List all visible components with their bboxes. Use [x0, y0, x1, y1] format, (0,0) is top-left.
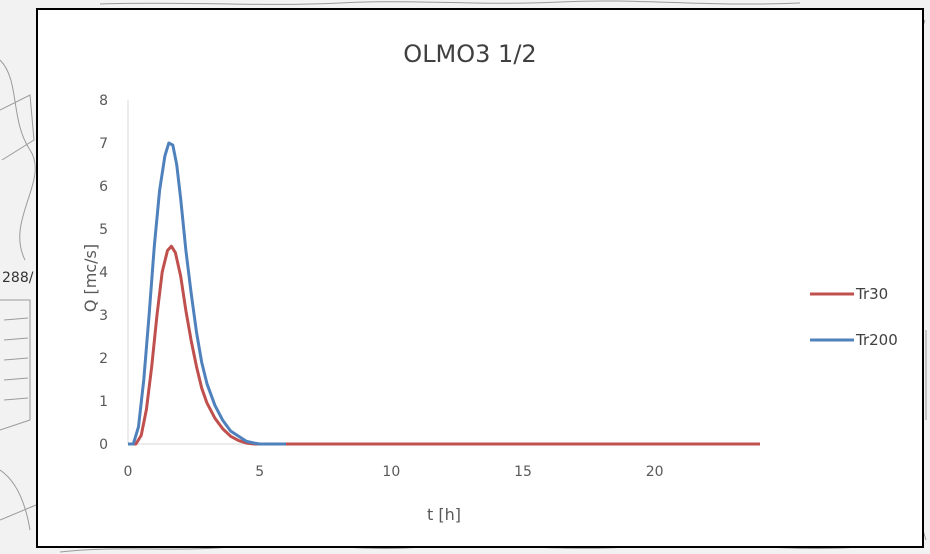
y-tick-labels: 0 1 2 3 4 5 6 7 8: [99, 93, 108, 453]
legend-label-tr200: Tr200: [855, 331, 898, 349]
y-tick-label: 2: [99, 351, 108, 367]
y-axis-title: Q [mc/s]: [81, 244, 100, 312]
x-tick-labels: 0 5 10 15 20: [124, 464, 664, 480]
chart-svg: OLMO3 1/2 0 1 2 3 4 5 6 7 8 0 5 10 15 20 t [h] Q [mc…: [81, 40, 898, 524]
y-tick-label: 3: [99, 308, 108, 324]
map-fragment-label: 288/: [2, 270, 34, 286]
chart-frame: OLMO3 1/2 0 1 2 3 4 5 6 7 8 0 5 10 15 20 t [h] Q [mc…: [36, 8, 924, 548]
x-tick-label: 15: [514, 464, 532, 480]
x-tick-label: 0: [124, 464, 133, 480]
y-tick-label: 1: [99, 394, 108, 410]
chart-title: OLMO3 1/2: [403, 40, 536, 68]
series-lines: [128, 141, 760, 446]
x-tick-label: 10: [382, 464, 400, 480]
series-line-tr30: [128, 244, 760, 446]
y-tick-label: 5: [99, 222, 108, 238]
y-tick-label: 7: [99, 136, 108, 152]
y-tick-label: 0: [99, 437, 108, 453]
legend-label-tr30: Tr30: [855, 285, 888, 303]
x-axis-title: t [h]: [427, 505, 461, 524]
y-tick-label: 4: [99, 265, 108, 281]
x-tick-label: 5: [255, 464, 264, 480]
y-tick-label: 6: [99, 179, 108, 195]
legend: Tr30 Tr200: [810, 285, 898, 349]
x-tick-label: 20: [646, 464, 664, 480]
y-tick-label: 8: [99, 93, 108, 109]
series-line-tr200: [128, 141, 286, 446]
